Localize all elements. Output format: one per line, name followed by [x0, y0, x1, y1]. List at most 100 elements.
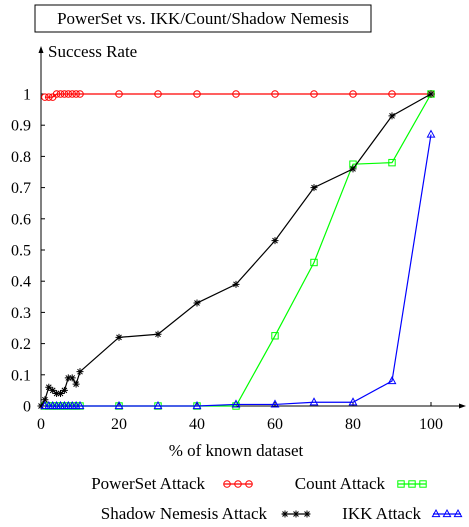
data-point: [232, 90, 240, 98]
data-point: [72, 380, 80, 388]
data-point: [64, 374, 72, 382]
legend-swatch-marker: [431, 508, 441, 518]
x-tick-label: 40: [189, 416, 205, 433]
series-ikk-attack: [40, 129, 436, 410]
y-tick-label: 0.4: [11, 274, 31, 291]
y-tick-label: 0.3: [11, 305, 31, 322]
series-shadow-nemesis-attack: [37, 90, 435, 410]
legend-label: Count Attack: [295, 474, 386, 493]
data-point: [310, 258, 318, 267]
data-point: [309, 397, 319, 406]
legend-label: IKK Attack: [342, 504, 421, 523]
y-ticks: 0 0.1 0.2 0.3 0.4 0.5 0.6 0.7 0.8 0.9 1: [11, 87, 45, 416]
data-point: [388, 112, 396, 120]
legend-item-shadow-nemesis-attack: Shadow Nemesis Attack: [101, 504, 311, 523]
x-tick-label: 0: [37, 416, 45, 433]
chart-title: PowerSet vs. IKK/Count/Shadow Nemesis: [57, 9, 349, 28]
data-point: [348, 397, 358, 406]
data-point: [41, 93, 49, 101]
legend-swatch-marker: [234, 480, 242, 488]
legend-swatch-marker: [245, 480, 253, 488]
data-point: [271, 90, 279, 98]
data-point: [76, 90, 84, 98]
legend: PowerSet Attack Count Attack Shadow Nemesi…: [91, 474, 463, 523]
legend-swatch-marker: [419, 480, 427, 488]
data-point: [310, 90, 318, 98]
legend-swatch-marker: [453, 508, 463, 518]
data-point: [52, 90, 61, 98]
y-tick-label: 1: [23, 87, 31, 104]
x-tick-label: 60: [267, 416, 283, 433]
data-point: [426, 129, 436, 138]
x-axis-label: % of known dataset: [169, 441, 304, 460]
data-point: [154, 90, 162, 98]
data-point: [271, 332, 279, 340]
series-line: [44, 93, 431, 98]
data-point: [270, 399, 280, 408]
data-point: [388, 158, 396, 167]
y-tick-label: 0.9: [11, 118, 31, 135]
data-point: [60, 90, 69, 98]
data-point: [56, 90, 65, 98]
data-point: [154, 330, 162, 338]
data-point: [68, 374, 76, 382]
data-point: [271, 237, 279, 245]
data-point: [72, 90, 80, 98]
data-point: [60, 386, 68, 394]
y-tick-label: 0.7: [11, 180, 31, 197]
legend-swatch-marker: [397, 480, 405, 488]
data-point: [387, 375, 397, 385]
y-tick-label: 0.5: [11, 243, 31, 260]
legend-swatch-marker: [408, 480, 416, 488]
data-point: [153, 400, 163, 410]
x-ticks: 0 20 40 60 80 100: [37, 402, 443, 433]
data-point: [192, 400, 202, 410]
data-point: [232, 280, 240, 288]
y-axis-arrow: [38, 46, 44, 53]
data-point: [53, 390, 61, 398]
y-axis-label: Success Rate: [48, 42, 137, 61]
legend-swatch-marker: [223, 480, 231, 488]
data-point: [76, 368, 84, 376]
data-point: [114, 400, 124, 410]
data-point: [349, 165, 357, 173]
data-point: [45, 383, 53, 391]
legend-item-ikk-attack: IKK Attack: [342, 504, 463, 523]
legend-label: Shadow Nemesis Attack: [101, 504, 268, 523]
legend-label: PowerSet Attack: [91, 474, 205, 493]
data-point: [75, 400, 85, 410]
x-tick-label: 100: [419, 416, 443, 433]
legend-item-count-attack: Count Attack: [295, 474, 427, 493]
y-tick-label: 0: [23, 399, 31, 416]
data-point: [193, 299, 201, 307]
series-line: [40, 93, 432, 407]
x-axis-arrow: [459, 403, 466, 409]
data-point: [115, 90, 123, 98]
series-powerset-attack: [41, 90, 435, 101]
data-point: [193, 90, 201, 98]
data-point: [57, 390, 64, 398]
data-point: [231, 399, 241, 408]
data-point: [115, 333, 123, 341]
x-tick-label: 20: [111, 416, 127, 433]
y-tick-label: 0.8: [11, 149, 31, 166]
legend-swatch-marker: [442, 508, 452, 518]
y-tick-label: 0.1: [11, 367, 31, 384]
legend-item-powerset-attack: PowerSet Attack: [91, 474, 253, 493]
data-point: [64, 90, 73, 98]
data-point: [349, 90, 357, 98]
x-tick-label: 80: [345, 416, 361, 433]
data-point: [37, 402, 45, 410]
y-tick-label: 0.6: [11, 211, 31, 228]
legend-swatch-marker: [292, 510, 300, 518]
chart-title-box: [34, 4, 372, 33]
legend-swatch-marker: [281, 510, 289, 518]
y-tick-label: 0.2: [11, 336, 31, 353]
series-line: [44, 134, 432, 407]
data-point: [388, 90, 396, 98]
data-point: [68, 90, 76, 98]
data-point: [49, 386, 57, 394]
series-layer: [37, 90, 436, 410]
legend-swatch-marker: [303, 510, 311, 518]
